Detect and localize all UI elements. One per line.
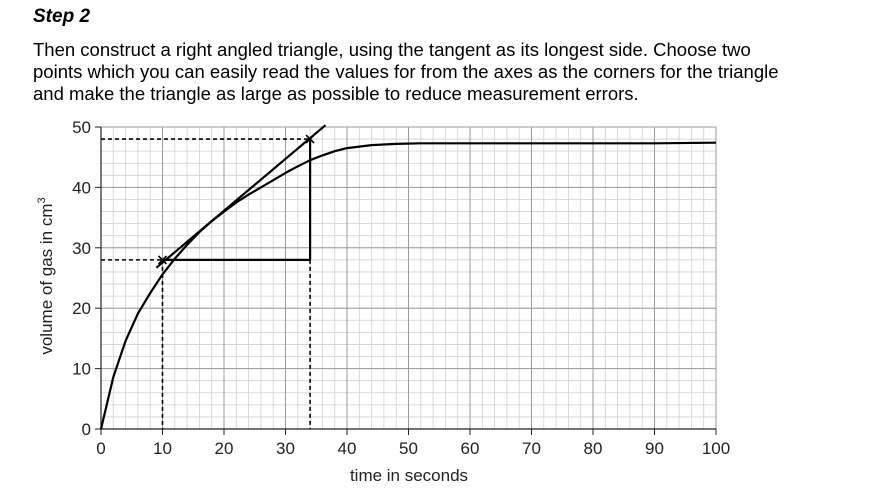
x-axis-label: time in seconds — [350, 466, 468, 485]
x-tick-label: 30 — [276, 439, 295, 458]
instruction-line-3: and make the triangle as large as possib… — [33, 83, 639, 104]
y-axis-label-superscript: 3 — [36, 197, 48, 203]
step-title: Step 2 — [33, 6, 91, 27]
x-tick-label: 10 — [153, 439, 172, 458]
y-tick-label: 40 — [72, 178, 91, 197]
cross-marker-stroke — [157, 255, 168, 265]
x-tick-label: 80 — [584, 439, 603, 458]
y-axis-label-text: volume of gas in cm — [37, 203, 56, 354]
y-tick-label: 10 — [72, 360, 91, 379]
instruction-line-1: Then construct a right angled triangle, … — [33, 39, 751, 60]
tangent-line — [155, 124, 327, 269]
x-tick-labels: 0 10 20 30 40 50 60 70 80 90 100 — [96, 439, 730, 458]
x-tick-label: 50 — [399, 439, 418, 458]
y-axis-label: volume of gas in cm3 — [36, 197, 56, 354]
y-tick-label: 0 — [82, 420, 91, 439]
x-tick-label: 0 — [96, 439, 105, 458]
construction-layer — [155, 124, 327, 269]
x-tick-label: 100 — [702, 439, 730, 458]
x-tick-label: 90 — [645, 439, 664, 458]
dashed-guides — [101, 138, 311, 429]
y-tick-label: 20 — [72, 299, 91, 318]
instruction-line-2: points which you can easily read the val… — [33, 61, 779, 82]
instruction-text: Then construct a right angled triangle, … — [33, 39, 853, 105]
y-tick-label: 50 — [72, 118, 91, 137]
x-tick-label: 40 — [338, 439, 357, 458]
gas-volume-curve — [99, 141, 717, 430]
series-layer — [99, 141, 717, 430]
major-gridlines — [100, 126, 717, 430]
x-tick-label: 20 — [215, 439, 234, 458]
y-tick-labels: 0 10 20 30 40 50 — [72, 118, 91, 439]
x-tick-label: 60 — [461, 439, 480, 458]
x-tick-label: 70 — [522, 439, 541, 458]
y-tick-label: 30 — [72, 239, 91, 258]
cross-marker-stroke — [305, 134, 315, 144]
axes — [95, 126, 717, 435]
